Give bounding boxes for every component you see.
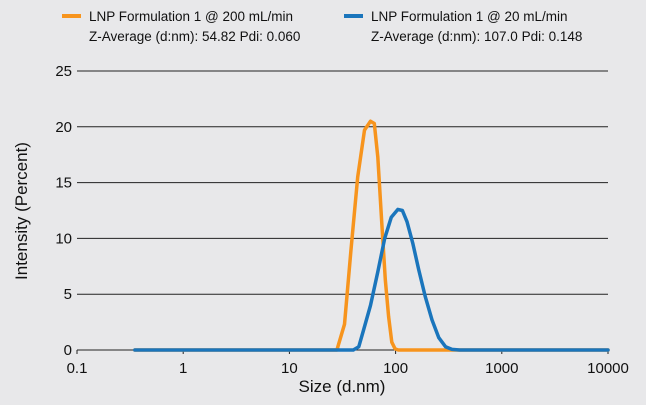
legend-series-name: LNP Formulation 1 @ 20 mL/min [371,9,568,24]
legend-series-subtitle: Z-Average (d:nm): 54.82 Pdi: 0.060 [89,29,300,44]
series-lines [133,119,610,352]
gridlines [77,70,608,351]
x-axis-label: Size (d.nm) [299,377,386,396]
y-axis-ticks: 0 5 10 15 20 25 [55,63,72,359]
x-tick-label: 10000 [587,360,629,377]
legend-entry-1: LNP Formulation 1 @ 200 mL/min Z-Average … [62,9,300,44]
x-axis-ticks: 0.1 1 10 100 1000 10000 [67,350,629,377]
y-tick-label: 20 [55,119,72,136]
legend-series-subtitle: Z-Average (d:nm): 107.0 Pdi: 0.148 [371,29,582,44]
series-line-1 [133,119,610,352]
x-tick-label: 1000 [485,360,518,377]
x-tick-label: 1 [179,360,187,377]
y-axis-label: Intensity (Percent) [12,142,31,280]
x-tick-label: 100 [383,360,408,377]
y-tick-label: 10 [55,230,72,247]
y-tick-label: 15 [55,175,72,192]
series-line-2 [133,207,610,352]
legend-series-name: LNP Formulation 1 @ 200 mL/min [89,9,293,24]
legend-entry-2: LNP Formulation 1 @ 20 mL/min Z-Average (… [344,9,582,44]
x-tick-label: 0.1 [67,360,88,377]
legend: LNP Formulation 1 @ 200 mL/min Z-Average … [62,9,582,44]
y-tick-label: 0 [64,342,72,359]
x-tick-label: 10 [281,360,298,377]
y-tick-label: 25 [55,63,72,80]
y-tick-label: 5 [64,286,72,303]
